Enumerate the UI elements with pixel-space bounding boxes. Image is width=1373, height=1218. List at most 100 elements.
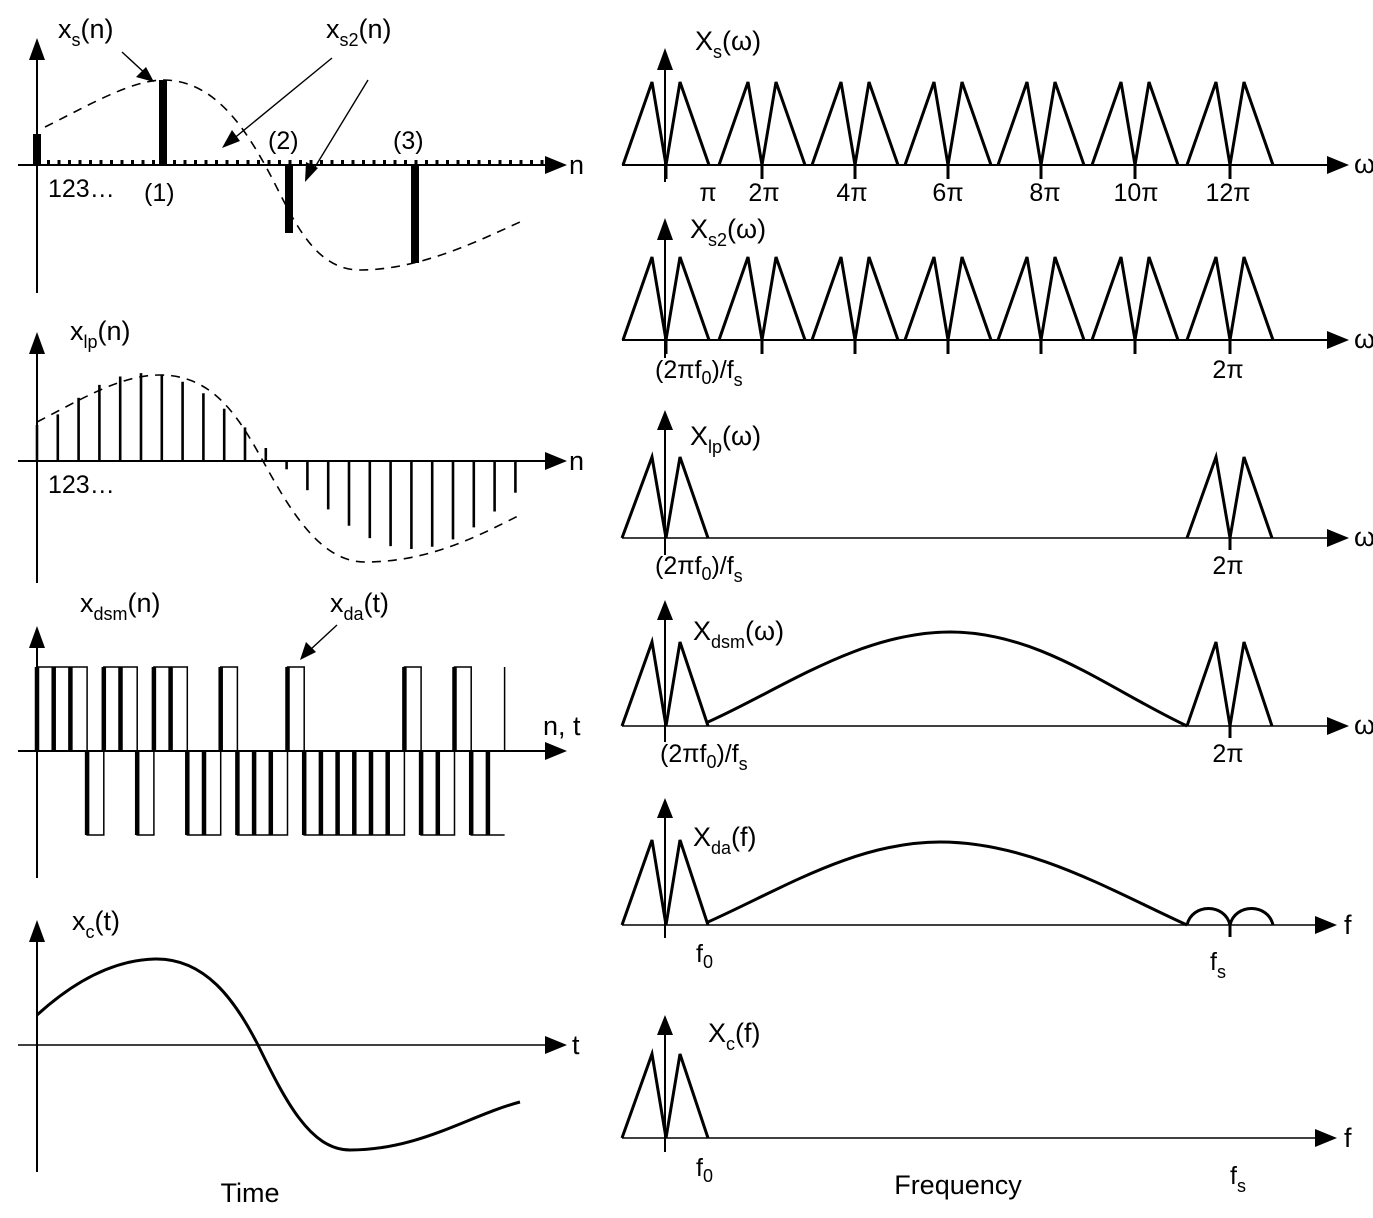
Xdsm-axis-label: ω — [1354, 710, 1373, 740]
xs-pointer-arrow — [136, 67, 154, 82]
xs-sample-dot — [372, 160, 376, 165]
xlp-label: xlp(n) — [70, 316, 131, 352]
Xda-tick-right: fs — [1210, 948, 1226, 982]
xs2-label: xs2(n) — [326, 14, 392, 50]
Xda-attenuated-image — [1185, 907, 1275, 926]
Xs-spectral-images — [621, 81, 1275, 179]
Xlp-image-lobe — [1185, 451, 1274, 539]
xs-sample-dot — [257, 160, 260, 165]
xs-marker-1: (1) — [144, 179, 175, 207]
Xs-tick-10pi: 10π — [1113, 179, 1158, 207]
xs-sample-dot — [330, 160, 334, 165]
Xs2-spectral-images — [621, 256, 1275, 354]
xs-sample-dot — [236, 160, 239, 165]
Xs-lobes-lobe — [717, 81, 807, 166]
panel-Xda-freq: Xda(f) f f0 fs — [620, 798, 1352, 982]
xs-sample-dot — [131, 160, 134, 165]
xs-sample-dot — [477, 160, 481, 165]
panel-Xs2-freq: Xs2(ω) ω (2πf0)/fs 2π — [621, 214, 1373, 390]
xs-sample-dot — [89, 160, 92, 165]
time-caption: Time — [221, 1178, 280, 1208]
xs2-pointer-arrow-a — [222, 130, 240, 148]
xc-label: xc(t) — [72, 906, 120, 942]
xs-sample-dot — [141, 160, 145, 165]
Xlp-y-axis-arrow — [657, 410, 673, 430]
xs-sample-dot — [446, 160, 449, 165]
xlp-axis-label: n — [569, 446, 584, 476]
xs-sample-1 — [159, 80, 167, 165]
Xs2-x-axis-arrow — [1327, 331, 1349, 349]
Xlp-baseband-lobe — [620, 451, 710, 539]
Xs2-lobes-lobe — [996, 256, 1086, 341]
Xs-tick-pi: π — [699, 179, 716, 207]
xs-sample-dot — [47, 160, 50, 165]
Xdsm-shaped-noise — [707, 630, 1188, 728]
xs-marker-3: (3) — [393, 127, 424, 155]
xlp-index-label: 123… — [48, 471, 115, 499]
xs2-pointer-line-b — [311, 79, 369, 173]
Xlp-tick-left: (2πf0)/fs — [655, 552, 743, 586]
xs-sample-dot — [246, 160, 250, 165]
xs-sample-dot — [299, 160, 302, 165]
Xs2-tick-left: (2πf0)/fs — [655, 356, 743, 390]
xs-sample-3 — [411, 165, 419, 263]
xs-sample-dot — [456, 160, 460, 165]
xs-sample-dot — [530, 160, 533, 165]
Xs-lobes-lobe — [1090, 81, 1180, 166]
Xs-axis-label: ω — [1354, 149, 1373, 179]
Xs-lobes-lobe — [996, 81, 1086, 166]
xs-sample-dot — [152, 160, 155, 165]
Xs-tick-12pi: 12π — [1205, 179, 1250, 207]
xs-sample-dot — [215, 160, 218, 165]
xdsm-x-axis-arrow — [545, 742, 567, 760]
xc-x-axis-arrow — [545, 1036, 567, 1054]
Xs2-axis-label: ω — [1354, 324, 1373, 354]
xs2-pointer-arrow-b — [305, 162, 318, 182]
xs-sample-dot — [173, 160, 176, 165]
Xlp-axis-label: ω — [1354, 522, 1373, 552]
xc-axis-label: t — [572, 1030, 580, 1060]
xs-sample-dot — [267, 160, 271, 165]
xs-x-axis-arrow — [545, 156, 567, 174]
xs-sample-dot — [435, 160, 439, 165]
xs-sample-dot — [110, 160, 113, 165]
xs-sample-dot — [509, 160, 512, 165]
xs-sample-dot — [404, 160, 407, 165]
Xs-tick-2pi: 2π — [748, 179, 779, 207]
xs-sample-dot — [519, 160, 523, 165]
xlp-x-axis-arrow — [545, 452, 567, 470]
Xs-lobes-lobe — [810, 81, 900, 166]
panel-xc-time: xc(t) t Time — [18, 906, 580, 1208]
xs-sample-dot — [488, 160, 491, 165]
xdsm-y-axis-arrow — [29, 626, 45, 648]
xs-sample-dot — [78, 160, 82, 165]
xs-sample-dot — [288, 160, 292, 165]
xs-marker-2: (2) — [268, 127, 299, 155]
Xdsm-image-lobe — [1185, 641, 1274, 727]
xs-sample-dot — [320, 160, 323, 165]
Xs-tick-6pi: 6π — [932, 179, 963, 207]
xs-sample-dot — [414, 160, 418, 165]
panel-Xlp-freq: Xlp(ω) ω (2πf0)/fs 2π — [620, 410, 1373, 586]
Xs-tick-8pi: 8π — [1029, 179, 1060, 207]
xdsm-label: xdsm(n) — [80, 588, 161, 624]
xda-pointer-arrow — [300, 642, 316, 660]
Xdsm-tick-left: (2πf0)/fs — [660, 740, 748, 774]
xs-sample-dot — [278, 160, 281, 165]
Xda-tick-left: f0 — [696, 940, 713, 972]
Xc-y-axis-arrow — [657, 1015, 673, 1035]
Xda-label: Xda(f) — [693, 822, 757, 858]
panel-Xc-freq: Xc(f) f f0 fs Frequency — [620, 1015, 1352, 1200]
panel-Xdsm-freq: Xdsm(ω) ω (2πf0)/fs 2π — [620, 600, 1373, 774]
xs-sample-dot — [425, 160, 428, 165]
xs-sample-dot — [383, 160, 386, 165]
Xs-y-axis-arrow — [657, 48, 673, 70]
xs-sample-dot — [225, 160, 229, 165]
Xc-x-axis-arrow — [1315, 1129, 1337, 1147]
Xs2-lobes-lobe — [903, 256, 993, 341]
xlp-envelope-curve — [36, 374, 521, 563]
Xs2-lobes-lobe — [717, 256, 807, 341]
Xs2-lobes-lobe — [810, 256, 900, 341]
xs-sample-dots — [47, 160, 544, 165]
Xda-y-axis-arrow — [657, 798, 673, 818]
